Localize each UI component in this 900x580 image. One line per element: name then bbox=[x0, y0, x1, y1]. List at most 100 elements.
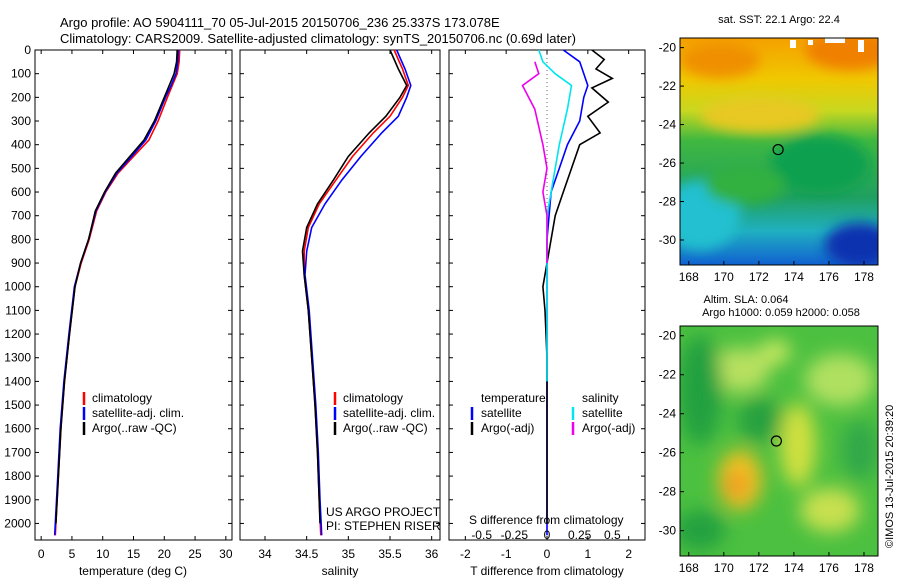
difference-series bbox=[521, 49, 615, 536]
sla-map-ticks: 168 170 172 174 176 178 -20 -22 -24 -26 -28 -30 bbox=[659, 329, 875, 575]
lat-tick-label: -30 bbox=[659, 524, 677, 538]
s-difference-tick-label: -0.25 bbox=[501, 528, 529, 542]
sst-missing-cell bbox=[808, 40, 813, 45]
sst-blue-patch bbox=[825, 223, 878, 265]
legend-salinity-heading: salinity bbox=[582, 391, 619, 405]
x-tick-label: -2 bbox=[460, 547, 471, 561]
sst-yellow-patch bbox=[700, 97, 820, 133]
x-tick-label: 0 bbox=[544, 547, 551, 561]
series-line-salinity-argo-adj- bbox=[521, 61, 548, 263]
sla-dark-patch bbox=[738, 398, 782, 442]
x-tick-label: 0 bbox=[38, 547, 45, 561]
series-line-argo-raw-qc- bbox=[55, 49, 178, 524]
legend-argo-label: Argo(..raw -QC) bbox=[343, 421, 428, 435]
series-line-temperature-argo-adj- bbox=[542, 49, 615, 524]
x-tick-label: 34 bbox=[258, 547, 272, 561]
figure-title-line2: Climatology: CARS2009. Satellite-adjuste… bbox=[60, 31, 576, 46]
temperature-panel: 0100200300400500600700800900100011001200… bbox=[4, 43, 233, 578]
depth-tick-label: 1300 bbox=[4, 351, 31, 365]
x-tick-label: 25 bbox=[188, 547, 202, 561]
sst-heatmap bbox=[680, 38, 878, 265]
depth-tick-label: 800 bbox=[11, 232, 31, 246]
sst-warm-patch bbox=[680, 42, 760, 78]
temperature-xlabel: temperature (deg C) bbox=[79, 564, 187, 578]
lon-tick-label: 168 bbox=[679, 561, 699, 575]
x-tick-label: 2 bbox=[625, 547, 632, 561]
x-tick-label: 36 bbox=[425, 547, 439, 561]
depth-tick-label: 200 bbox=[11, 90, 31, 104]
depth-tick-label: 1700 bbox=[4, 445, 31, 459]
depth-tick-label: 1800 bbox=[4, 469, 31, 483]
temperature-axes-box bbox=[34, 49, 233, 541]
argo-position-marker bbox=[770, 435, 782, 447]
depth-tick-label: 700 bbox=[11, 209, 31, 223]
depth-tick-label: 1500 bbox=[4, 398, 31, 412]
legend-climatology-label: climatology bbox=[343, 391, 403, 405]
sla-heatmap bbox=[680, 326, 878, 556]
series-line-satellite-adj-clim- bbox=[304, 49, 412, 536]
salinity-ticks: 34 34.5 35 35.5 36 bbox=[258, 50, 439, 561]
sla-map-panel: Altim. SLA: 0.064 Argo h1000: 0.059 h200… bbox=[659, 294, 879, 575]
legend-temperature-heading: temperature bbox=[481, 391, 546, 405]
lon-tick-label: 174 bbox=[784, 561, 804, 575]
x-tick-label: 5 bbox=[69, 547, 76, 561]
sla-light-patch bbox=[780, 403, 816, 487]
lat-tick-label: -28 bbox=[659, 485, 677, 499]
x-tick-label: 35.5 bbox=[378, 547, 402, 561]
sla-light-patch bbox=[759, 340, 791, 364]
lat-tick-label: -28 bbox=[659, 195, 677, 209]
s-difference-tick-label: 0.5 bbox=[604, 528, 621, 542]
s-difference-ticks: -0.5 -0.25 0 0.25 0.5 bbox=[471, 528, 621, 542]
s-difference-tick-label: 0 bbox=[544, 528, 551, 542]
depth-tick-label: 300 bbox=[11, 114, 31, 128]
lon-tick-label: 174 bbox=[784, 270, 804, 284]
salinity-axes-box bbox=[239, 49, 441, 541]
sla-map-frame bbox=[679, 325, 879, 557]
sst-warm-patch bbox=[805, 38, 878, 70]
salinity-series bbox=[301, 49, 412, 536]
sst-missing-cell bbox=[790, 40, 796, 48]
figure-title-line1: Argo profile: AO 5904111_70 05-Jul-2015 … bbox=[60, 15, 500, 30]
sst-green-patch bbox=[770, 135, 870, 195]
salinity-panel: 34 34.5 35 35.5 36 salinity climatology sate… bbox=[239, 49, 441, 578]
legend-satellite-label: satellite-adj. clim. bbox=[92, 406, 184, 420]
sla-map-title-line1: Altim. SLA: 0.064 bbox=[704, 294, 789, 306]
sla-dark-patch bbox=[680, 335, 722, 445]
sst-missing-cell bbox=[858, 40, 864, 52]
sla-hot-patch bbox=[726, 473, 746, 497]
depth-tick-label: 500 bbox=[11, 161, 31, 175]
x-tick-label: 30 bbox=[219, 547, 233, 561]
salinity-xlabel: salinity bbox=[322, 564, 359, 578]
lon-tick-label: 172 bbox=[749, 561, 769, 575]
x-tick-label: 10 bbox=[96, 547, 110, 561]
lat-tick-label: -22 bbox=[659, 368, 677, 382]
salinity-depth-ticks bbox=[240, 49, 440, 524]
difference-panel: -2 -1 0 1 2 temperature salinity satellite A… bbox=[448, 49, 646, 578]
series-line-satellite-adj-clim- bbox=[53, 49, 180, 536]
sst-map-ticks: 168 170 172 174 176 178 -20 -22 -24 -26 -28 -30 bbox=[659, 41, 875, 284]
sst-map-frame bbox=[679, 37, 879, 266]
sla-light-patch bbox=[800, 488, 860, 532]
lat-tick-label: -20 bbox=[659, 329, 677, 343]
lon-tick-label: 178 bbox=[854, 561, 874, 575]
depth-tick-label: 600 bbox=[11, 185, 31, 199]
legend-s-satellite-label: satellite bbox=[582, 406, 623, 420]
legend-t-satellite-label: satellite bbox=[481, 406, 522, 420]
lon-tick-label: 172 bbox=[749, 270, 769, 284]
depth-tick-label: 1900 bbox=[4, 493, 31, 507]
difference-legend: temperature salinity satellite Argo(-adj… bbox=[470, 391, 635, 435]
x-tick-label: 20 bbox=[158, 547, 172, 561]
x-tick-label: 34.5 bbox=[295, 547, 319, 561]
depth-tick-label: 900 bbox=[11, 256, 31, 270]
sla-light-patch bbox=[805, 354, 875, 406]
sst-map-panel: sat. SST: 22.1 Argo: 22.4 168 170 172 174 17… bbox=[659, 14, 879, 284]
x-tick-label: 15 bbox=[127, 547, 141, 561]
salinity-legend: climatology satellite-adj. clim. Argo(..… bbox=[333, 391, 435, 435]
x-tick-label: -1 bbox=[501, 547, 512, 561]
depth-ticks: 0 100 200 300 400 500 600 700 800 900 1000 1100 1200… bbox=[4, 43, 232, 530]
lat-tick-label: -26 bbox=[659, 446, 677, 460]
t-difference-xlabel: T difference from climatology bbox=[470, 564, 624, 578]
legend-satellite-label: satellite-adj. clim. bbox=[343, 406, 435, 420]
series-line-temperature-satellite bbox=[546, 49, 589, 536]
